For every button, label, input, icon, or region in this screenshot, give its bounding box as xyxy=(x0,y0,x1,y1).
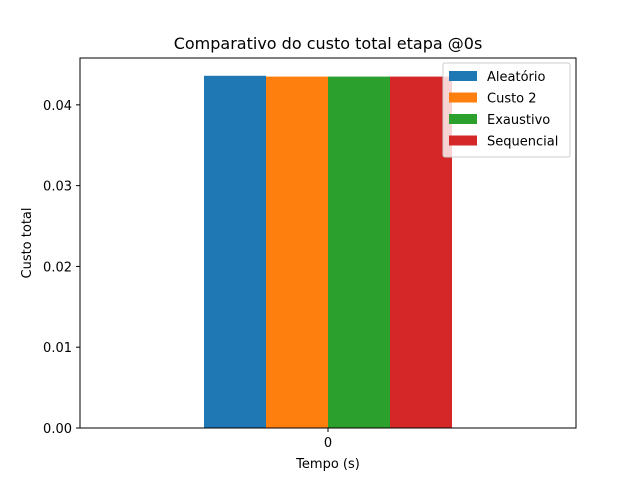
legend-frame xyxy=(442,62,571,158)
legend-swatch xyxy=(449,114,477,124)
legend-label: Exaustivo xyxy=(487,113,550,128)
bar-aleat-rio xyxy=(204,75,266,429)
y-axis-label: Custo total xyxy=(20,208,35,279)
x-axis-label: Tempo (s) xyxy=(295,457,360,472)
bar-exaustivo xyxy=(328,76,390,429)
legend-swatch xyxy=(449,71,477,81)
bar-custo-2 xyxy=(266,76,328,429)
legend-swatch xyxy=(449,92,477,103)
y-tick-label: 0.02 xyxy=(43,260,72,275)
y-tick-label: 0.04 xyxy=(43,99,72,114)
y-tick-label: 0.00 xyxy=(43,422,72,437)
legend-label: Sequencial xyxy=(487,135,558,150)
y-axis-ticks: 0.00 0.01 0.02 0.03 0.04 xyxy=(43,99,80,437)
y-tick-label: 0.01 xyxy=(43,341,72,356)
legend-label: Custo 2 xyxy=(487,92,537,107)
bar-sequencial xyxy=(390,76,452,429)
chart-title: Comparativo do custo total etapa @0s xyxy=(174,34,483,53)
x-tick-label: 0 xyxy=(324,436,332,451)
y-tick-label: 0.03 xyxy=(43,180,72,195)
legend-swatch xyxy=(449,135,477,146)
legend: Aleatório Custo 2 Exaustivo Sequencial xyxy=(442,62,571,158)
x-axis-ticks: 0 xyxy=(324,428,332,451)
bars-group xyxy=(204,75,452,429)
legend-label: Aleatório xyxy=(487,70,545,85)
